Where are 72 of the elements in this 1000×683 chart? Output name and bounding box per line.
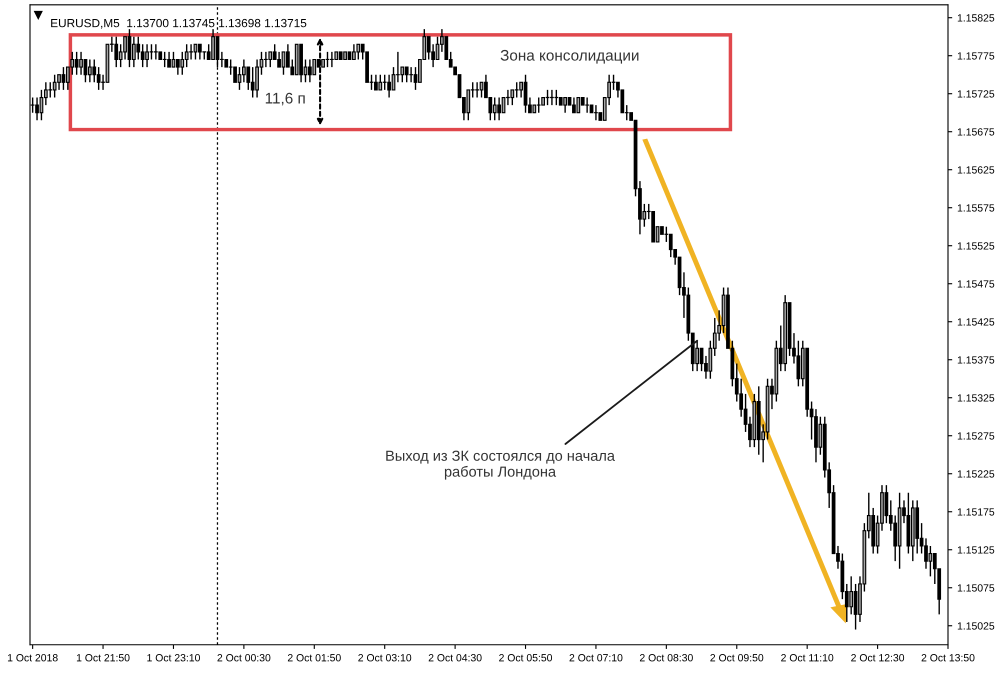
candlestick <box>378 74 382 91</box>
y-tick-label: 1.15475 <box>958 280 994 288</box>
x-tick-label: 1 Oct 21:50 <box>76 654 130 662</box>
y-tick-label: 1.15075 <box>958 584 994 592</box>
candlestick <box>563 96 568 114</box>
x-tick-label: 2 Oct 01:50 <box>288 654 341 662</box>
x-tick-label: 1 Oct 23:10 <box>147 654 200 662</box>
text: EURUSD,M5 1.13700 1.13745 1.13698 1.13715 <box>51 18 306 29</box>
y-tick-label: 1.15275 <box>958 432 994 440</box>
x-tick-label: 2 Oct 13:50 <box>922 654 975 662</box>
x-tick-label: 2 Oct 12:30 <box>851 654 904 662</box>
annotation: 11,6 п <box>266 92 305 106</box>
x-tick-label: 2 Oct 03:10 <box>358 654 412 662</box>
y-tick-label: 1.15575 <box>958 204 994 212</box>
candlestick <box>180 51 184 76</box>
candlestick <box>92 58 96 83</box>
y-tick-label: 1.15775 <box>958 52 994 60</box>
candlestick <box>585 96 590 114</box>
candlestick <box>466 89 470 122</box>
candlestick <box>356 44 360 60</box>
candlestick <box>114 36 118 68</box>
candlestick <box>48 82 52 98</box>
candlestick <box>576 96 580 114</box>
candlestick <box>52 74 57 98</box>
y-tick-label: 1.15425 <box>958 318 994 326</box>
candlestick <box>136 36 140 60</box>
candlestick <box>554 89 558 106</box>
y-tick-label: 1.15625 <box>958 166 994 174</box>
candlestick <box>536 96 541 114</box>
candlestick <box>96 66 101 91</box>
candlestick <box>510 89 514 106</box>
candlestick <box>162 51 167 68</box>
y-tick-label: 1.15825 <box>958 14 994 22</box>
candlestick <box>668 234 673 258</box>
candlestick <box>250 66 255 98</box>
candlestick <box>312 58 316 76</box>
y-tick-label: 1.15725 <box>958 90 994 98</box>
y-tick-label: 1.15175 <box>958 508 994 516</box>
candlestick <box>88 58 92 83</box>
y-tick-label: 1.15525 <box>958 242 994 250</box>
y-tick-label: 1.15125 <box>958 546 994 554</box>
y-tick-label: 1.15325 <box>958 394 994 402</box>
candlestick <box>404 66 409 83</box>
y-tick-label: 1.15375 <box>958 356 994 364</box>
candlestick <box>849 576 854 616</box>
candlestick <box>426 36 431 60</box>
x-tick-label: 2 Oct 11:10 <box>781 654 834 662</box>
candlestick <box>154 44 158 60</box>
x-tick-label: 2 Oct 00:30 <box>217 654 270 662</box>
candlestick <box>184 44 189 68</box>
y-tick-label: 1.15675 <box>958 128 994 136</box>
candlestick <box>176 58 180 76</box>
candlestick <box>246 66 250 91</box>
x-tick-label: 1 Oct 2018 <box>8 654 58 662</box>
candlestick <box>140 44 145 68</box>
y-tick-label: 1.15025 <box>958 622 994 630</box>
candlestick <box>132 36 136 68</box>
x-tick-label: 2 Oct 07:10 <box>570 654 622 662</box>
candlestick <box>74 51 79 76</box>
candlestick <box>382 74 387 91</box>
candlestick <box>198 44 202 60</box>
candlestick <box>492 96 497 122</box>
annotation: Выход из ЗК состоялся до начала работы Лондона <box>386 450 615 480</box>
y-tick-label: 1.15225 <box>958 470 994 478</box>
x-tick-label: 2 Oct 08:30 <box>640 654 693 662</box>
x-tick-label: 2 Oct 04:30 <box>428 654 482 662</box>
candlestick <box>514 82 519 98</box>
x-tick-label: 2 Oct 09:50 <box>710 654 764 662</box>
annotation: Зона консолидации <box>500 50 638 64</box>
candlestick <box>268 51 272 68</box>
candlestick <box>400 66 404 83</box>
x-tick-label: 2 Oct 05:50 <box>499 654 552 662</box>
